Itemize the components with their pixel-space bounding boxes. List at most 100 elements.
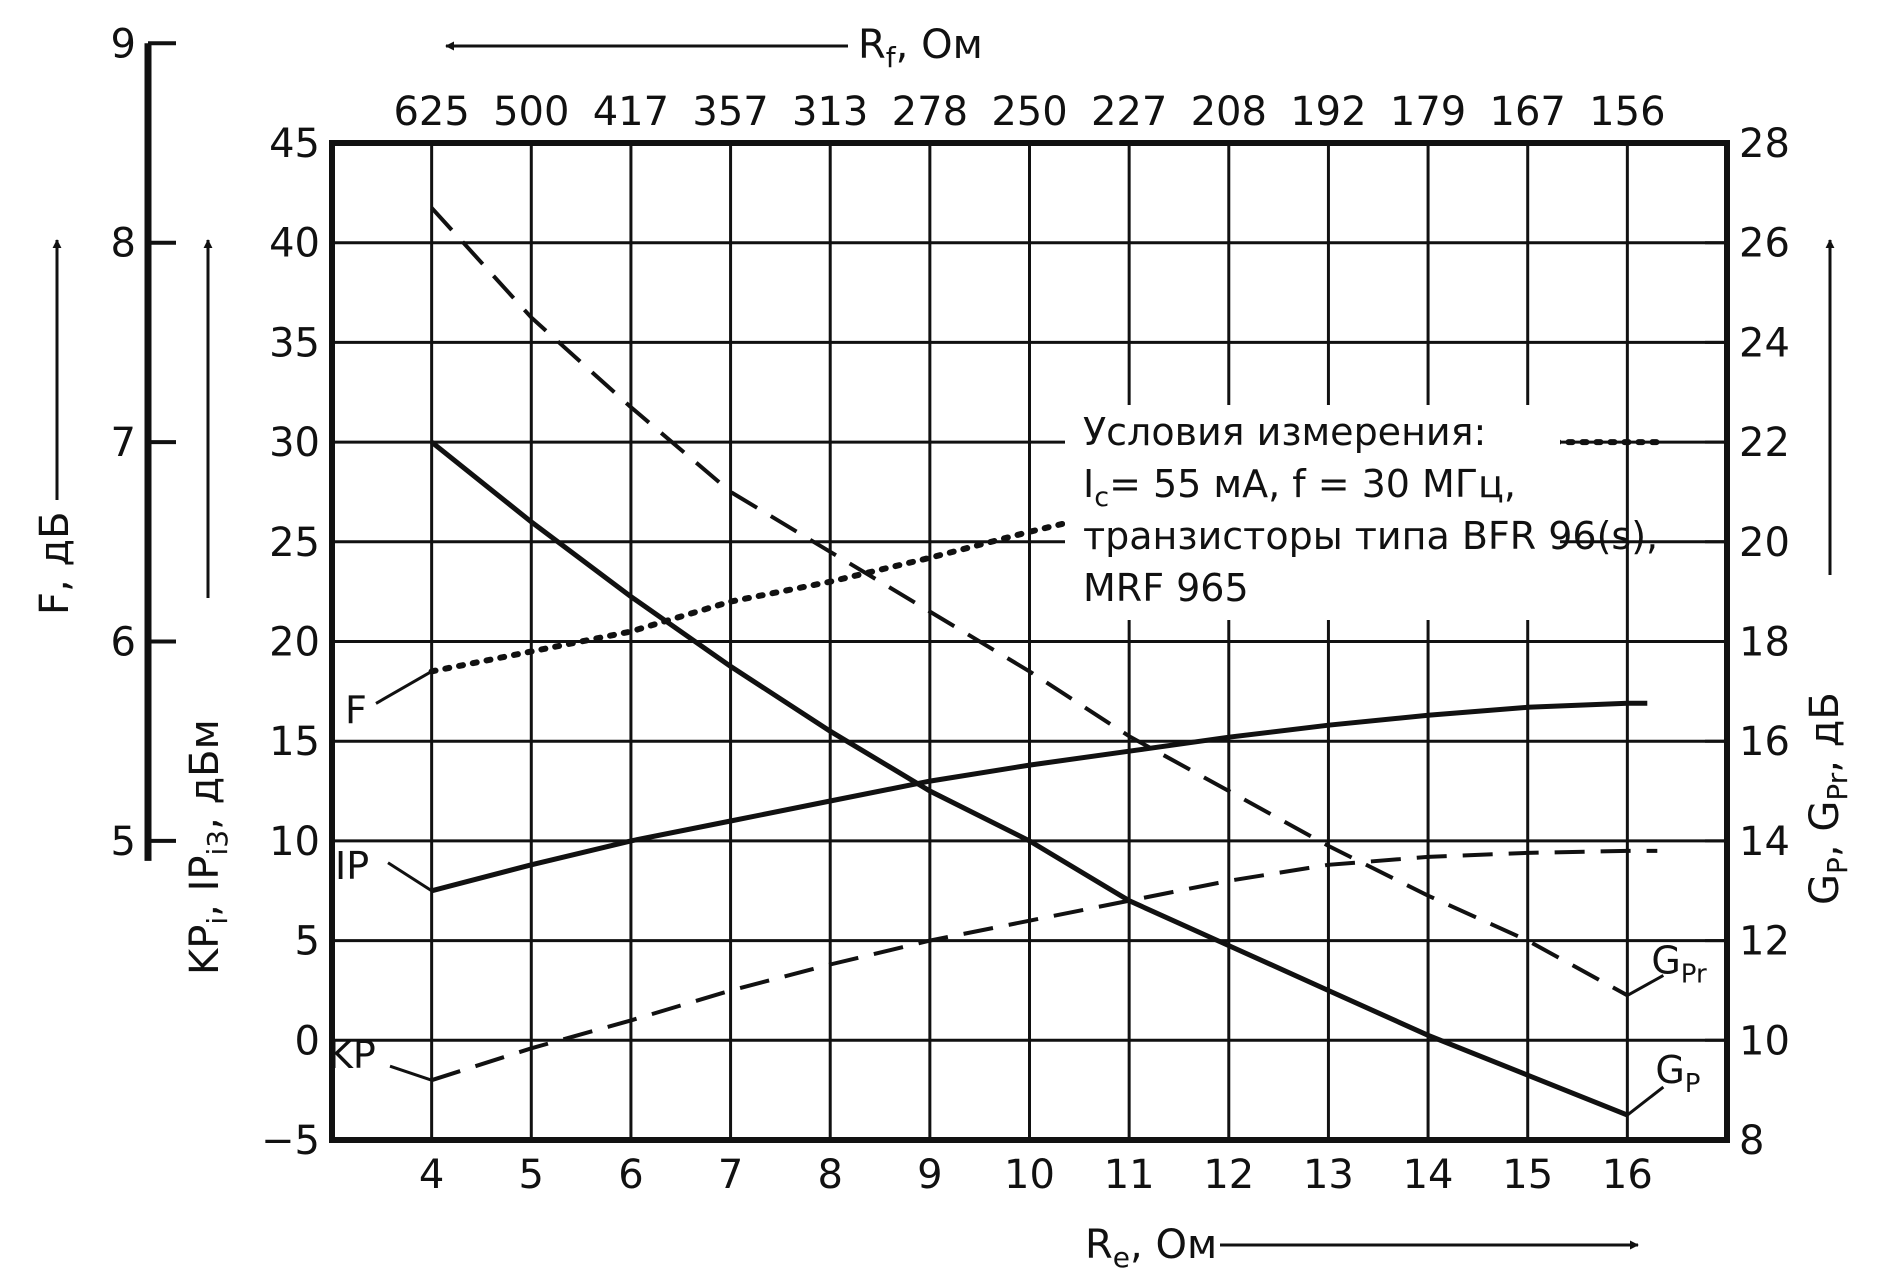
top-axis-tick-labels: 625 500 417 357 313 278 250 227 208 192 179 167 156	[393, 89, 1665, 135]
note-line-4: MRF 965	[1083, 566, 1249, 610]
note-line-2-rest: = 55 мА, f = 30 МГц,	[1109, 462, 1516, 506]
series-line-kp	[430, 848, 1658, 1083]
x-tick-label: 5	[519, 1152, 544, 1198]
series-labels: F IP KP GP GPr	[328, 670, 1707, 1117]
leader-line	[389, 1064, 433, 1082]
top-tick-label: 208	[1191, 89, 1267, 135]
note-line-1: Условия измерения:	[1083, 410, 1486, 454]
right-tick-label: 8	[1739, 1118, 1764, 1164]
top-axis-title-main: R	[858, 22, 886, 68]
top-axis-title-rest: , Ом	[896, 22, 983, 68]
right-axis-title-main: G	[1802, 874, 1848, 905]
right-tick-label: 26	[1739, 221, 1790, 267]
x-axis-title-rest: , Ом	[1130, 1222, 1217, 1268]
left-tick-label: −5	[261, 1118, 320, 1164]
right-axis-title-mid: , G	[1802, 801, 1848, 857]
series-label-f: F	[345, 688, 367, 732]
left-tick-label: 30	[269, 420, 320, 466]
right-tick-label: 24	[1739, 320, 1790, 366]
top-tick-label: 227	[1091, 89, 1167, 135]
x-tick-label: 13	[1303, 1152, 1354, 1198]
grid	[332, 141, 1727, 1142]
x-tick-label: 8	[817, 1152, 842, 1198]
left-axis-title-rest: , дБм	[182, 719, 228, 830]
top-tick-label: 417	[593, 89, 669, 135]
svg-text:GP, GPr, дБ: GP, GPr, дБ	[1802, 692, 1854, 905]
x-tick-label: 4	[419, 1152, 444, 1198]
x-axis-title: Re, Ом	[1085, 1222, 1639, 1274]
series-line-gpr	[430, 206, 1629, 998]
left-tick-label: 15	[269, 719, 320, 765]
top-tick-label: 625	[393, 89, 469, 135]
left-tick-label: 45	[269, 121, 320, 167]
left-tick-label: 40	[269, 221, 320, 267]
top-axis-title: Rf, Ом	[445, 22, 983, 74]
right-tick-label: 28	[1739, 121, 1790, 167]
leader-line	[1626, 1085, 1665, 1117]
leader-line	[387, 861, 433, 893]
top-tick-label: 156	[1589, 89, 1665, 135]
x-axis-title-sub: e	[1113, 1241, 1130, 1274]
f-tick-label: 7	[111, 420, 136, 466]
right-axis-title-sub1: P	[1821, 857, 1854, 874]
left-tick-label: 0	[295, 1018, 320, 1064]
f-tick-label: 5	[111, 819, 136, 865]
left-axis-title-mid: , IP	[182, 856, 228, 917]
x-tick-label: 16	[1602, 1152, 1653, 1198]
right-tick-label: 22	[1739, 420, 1790, 466]
top-tick-label: 192	[1290, 89, 1366, 135]
series-label-gp: GP	[1655, 1048, 1700, 1099]
x-tick-label: 9	[917, 1152, 942, 1198]
right-axis-title-sub2: Pr	[1821, 772, 1854, 800]
left-axis-tick-labels: −5 0 5 10 15 20 25 30 35 40 45	[261, 121, 320, 1164]
right-axis-title-rest: , дБ	[1802, 692, 1848, 773]
series-label-kp: KP	[328, 1033, 376, 1077]
left-axis-title-sub1: i	[201, 917, 234, 925]
leader-line	[1626, 974, 1665, 997]
left-tick-label: 25	[269, 520, 320, 566]
left-tick-label: 20	[269, 620, 320, 666]
top-tick-label: 179	[1390, 89, 1466, 135]
leader-line	[375, 670, 433, 705]
left-axis-title: KPi, IPi3, дБм	[182, 239, 234, 975]
svg-text:Re, Ом: Re, Ом	[1085, 1222, 1217, 1274]
svg-text:Rf, Ом: Rf, Ом	[858, 22, 983, 74]
series-line-gp	[430, 440, 1629, 1118]
note-line-3: транзисторы типа BFR 96(s),	[1083, 514, 1658, 558]
note-line-2-main: I	[1083, 462, 1094, 506]
top-tick-label: 250	[991, 89, 1067, 135]
x-tick-label: 14	[1403, 1152, 1454, 1198]
right-tick-label: 12	[1739, 919, 1790, 965]
x-tick-label: 15	[1502, 1152, 1553, 1198]
top-tick-label: 167	[1490, 89, 1566, 135]
measurement-conditions-note: Условия измерения: Ic= 55 мА, f = 30 МГц…	[1065, 405, 1658, 620]
left-tick-label: 35	[269, 320, 320, 366]
right-tick-label: 20	[1739, 520, 1790, 566]
top-tick-label: 357	[692, 89, 768, 135]
top-tick-label: 278	[892, 89, 968, 135]
series-label-gpr: GPr	[1651, 938, 1707, 989]
note-line-2-sub: c	[1094, 482, 1109, 513]
f-axis-title-text: F, дБ	[32, 511, 78, 615]
left-tick-label: 5	[295, 919, 320, 965]
top-tick-label: 313	[792, 89, 868, 135]
right-axis-title: GP, GPr, дБ	[1802, 239, 1854, 905]
left-tick-label: 10	[269, 819, 320, 865]
x-axis-tick-labels: 4 5 6 7 8 9 10 11 12 13 14 15 16	[419, 1152, 1653, 1198]
right-tick-label: 16	[1739, 719, 1790, 765]
x-tick-label: 12	[1203, 1152, 1254, 1198]
right-axis-tick-labels: 8 10 12 14 16 18 20 22 24 26 28	[1705, 121, 1790, 1164]
outer-left-axis-tick-labels: 5 6 7 8 9	[111, 21, 176, 865]
svg-text:Ic= 55 мА, f = 30 МГц,: Ic= 55 мА, f = 30 МГц,	[1083, 462, 1516, 513]
top-tick-label: 500	[493, 89, 569, 135]
right-tick-label: 14	[1739, 819, 1790, 865]
series-layer	[428, 206, 1661, 1118]
x-axis-title-main: R	[1085, 1222, 1113, 1268]
svg-text:KPi, IPi3, дБм: KPi, IPi3, дБм	[182, 719, 234, 975]
f-axis-title: F, дБ	[32, 239, 78, 615]
left-axis-title-main: KP	[182, 925, 228, 975]
series-line-ip	[430, 700, 1648, 894]
left-axis-title-sub2: i3	[201, 830, 234, 856]
right-tick-label: 10	[1739, 1018, 1790, 1064]
